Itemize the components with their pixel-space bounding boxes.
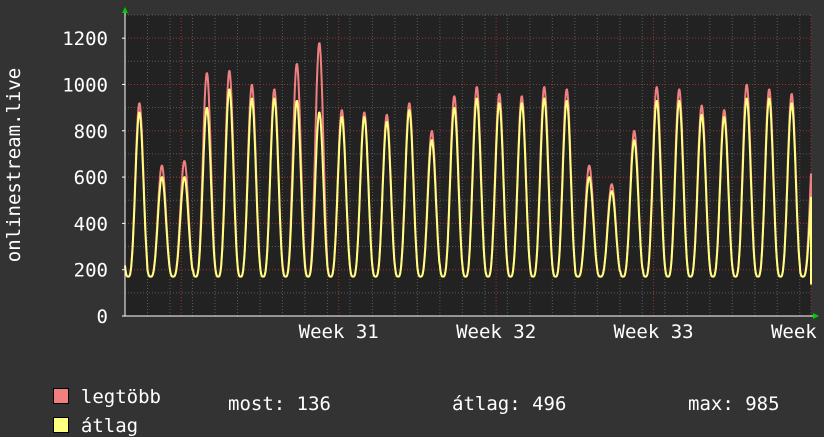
x-tick-label: Week 33	[614, 321, 694, 343]
y-tick-label: 400	[74, 213, 108, 235]
y-tick-label: 600	[74, 167, 108, 189]
legend-label-avg: átlag	[80, 415, 139, 437]
legend-swatch-max	[52, 388, 69, 404]
y-tick-label: 1000	[62, 74, 108, 96]
legend-item-max: legtöbb	[30, 364, 161, 408]
y-tick-label: 800	[74, 121, 108, 143]
x-tick-label: Week 34	[771, 321, 824, 343]
stat-now: most: 136	[228, 393, 331, 415]
y-tick-label: 200	[74, 260, 108, 282]
y-axis-arrow	[122, 7, 128, 13]
x-tick-label: Week 31	[299, 321, 379, 343]
stat-avg: átlag: 496	[452, 393, 567, 415]
legend-swatch-avg	[52, 417, 69, 433]
y-tick-label: 0	[97, 306, 108, 328]
y-axis-title: onlinestream.live	[3, 68, 25, 262]
series-layer	[124, 42, 812, 285]
x-axis-arrow	[813, 313, 819, 319]
stat-max: max: 985	[688, 393, 780, 415]
axes: 0 200 400 600 800 1000 1200 Week 31 Week 32 Week …	[62, 7, 824, 343]
legend-label-max: legtöbb	[80, 386, 161, 408]
y-tick-label: 1200	[62, 28, 108, 50]
x-tick-label: Week 32	[456, 321, 536, 343]
legend-item-avg: átlag	[30, 393, 138, 437]
series-line-avg	[124, 88, 812, 285]
